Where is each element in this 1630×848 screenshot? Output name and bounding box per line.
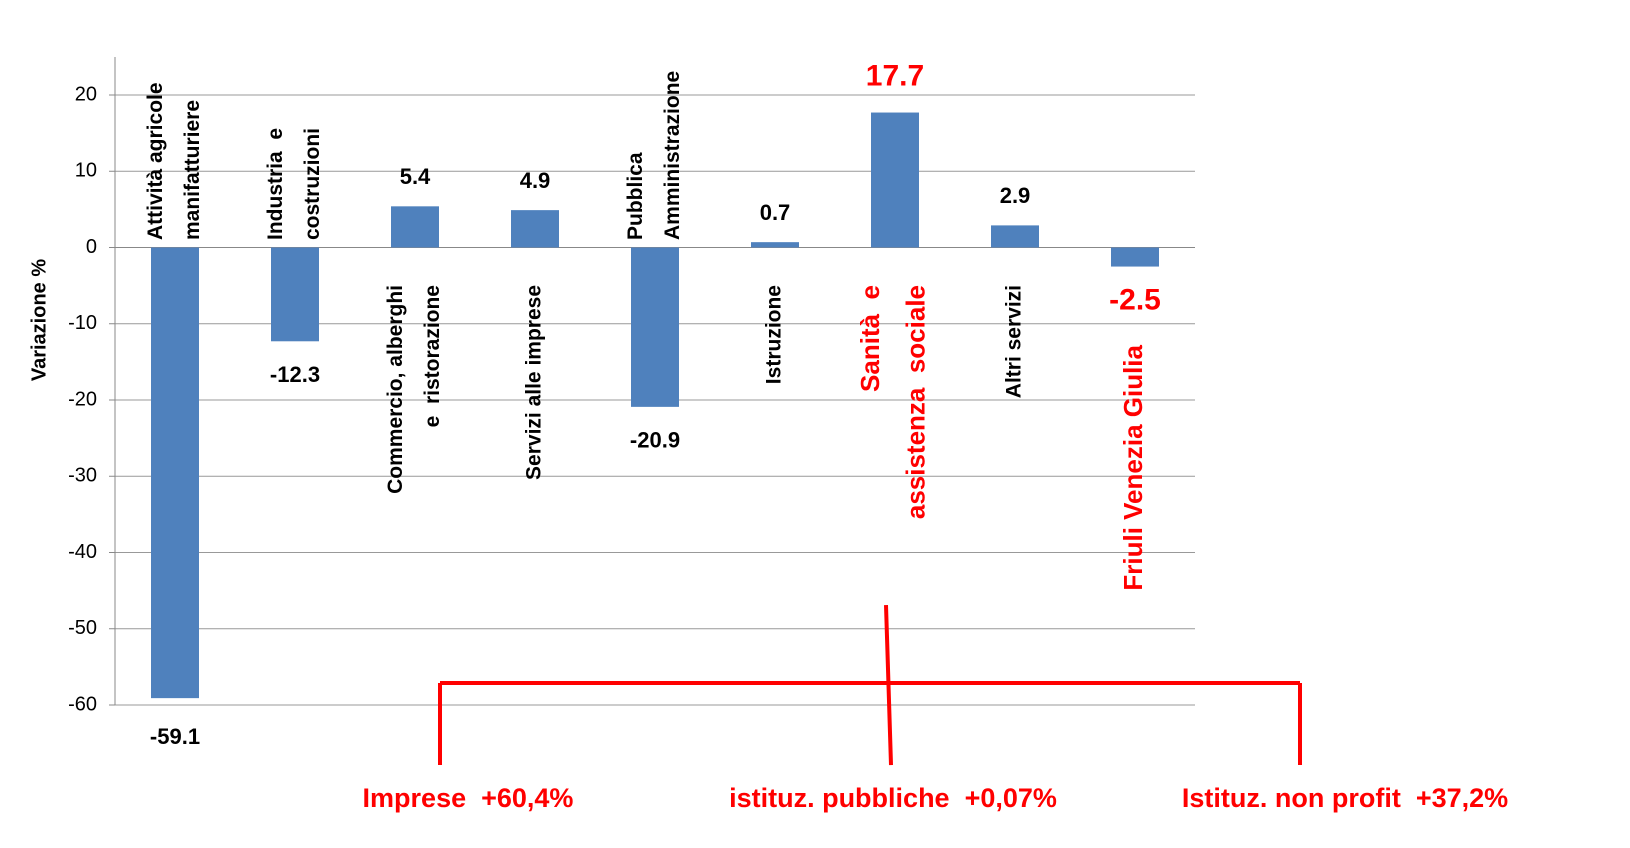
value-label: -12.3 xyxy=(270,362,320,387)
annotation: istituz. pubbliche +0,07% xyxy=(729,783,1057,813)
bar xyxy=(631,247,679,407)
value-label: -2.5 xyxy=(1109,283,1161,316)
x-tick-label: assistenza sociale xyxy=(901,285,931,519)
bar xyxy=(391,206,439,248)
x-tick-label: e ristorazione xyxy=(421,285,444,427)
bar xyxy=(991,225,1039,248)
y-tick-label: -50 xyxy=(68,617,97,639)
x-tick-label: Commercio, alberghi xyxy=(384,285,407,494)
x-tick-label: costruzioni xyxy=(301,128,324,240)
annotation: Istituz. non profit +37,2% xyxy=(1182,783,1508,813)
y-tick-label: -30 xyxy=(68,465,97,487)
value-label: 4.9 xyxy=(520,168,551,193)
bar xyxy=(1111,247,1159,267)
annotation: Imprese +60,4% xyxy=(363,783,574,813)
value-label: 5.4 xyxy=(400,164,431,189)
value-label: -59.1 xyxy=(150,724,200,749)
value-label: 17.7 xyxy=(866,59,924,92)
bar xyxy=(871,112,919,248)
y-tick-label: 20 xyxy=(75,83,97,105)
x-tick-label: manifatturiere xyxy=(181,100,204,240)
x-tick-label: Attività agricole xyxy=(144,82,167,240)
x-tick-label: Servizi alle imprese xyxy=(523,285,546,480)
x-tick-label: Altri servizi xyxy=(1003,285,1026,398)
bar xyxy=(151,247,199,699)
x-tick-label: Industria e xyxy=(264,128,287,240)
x-tick-label: Pubblica xyxy=(624,152,647,240)
y-tick-label: 0 xyxy=(86,236,97,258)
x-tick-label: Istruzione xyxy=(763,285,786,384)
x-tick-label: Friuli Venezia Giulia xyxy=(1118,344,1148,590)
y-tick-label: -40 xyxy=(68,541,97,563)
y-tick-label: -60 xyxy=(68,693,97,715)
bracket-line xyxy=(884,604,893,766)
y-tick-label: -10 xyxy=(68,312,97,334)
x-tick-label: Sanità e xyxy=(855,285,885,392)
bar xyxy=(511,210,559,248)
bar xyxy=(751,242,799,248)
y-axis-label: Variazione % xyxy=(28,259,50,381)
x-tick-label: Amministrazione xyxy=(661,71,684,240)
bar xyxy=(271,247,319,342)
value-label: 2.9 xyxy=(1000,183,1031,208)
y-tick-label: 10 xyxy=(75,160,97,182)
y-tick-label: -20 xyxy=(68,388,97,410)
value-label: -20.9 xyxy=(630,428,680,453)
value-label: 0.7 xyxy=(760,200,791,225)
